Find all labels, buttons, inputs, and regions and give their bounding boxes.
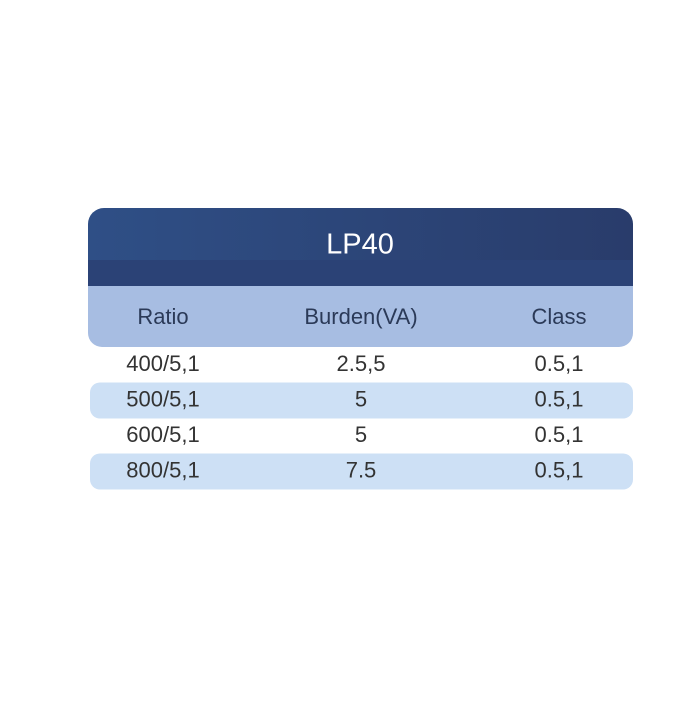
- table-body: Ratio Burden(VA) Class 400/5,1 2.5,5 0.5,1 500…: [90, 304, 633, 490]
- title-bar-bottom: [88, 260, 633, 286]
- column-header: Class: [531, 304, 586, 329]
- table-cell: 400/5,1: [126, 351, 199, 376]
- table-cell: 2.5,5: [337, 351, 386, 376]
- table-cell: 5: [355, 422, 367, 447]
- table-cell: 5: [355, 386, 367, 411]
- column-header: Burden(VA): [304, 304, 417, 329]
- row-stripe: [90, 453, 633, 490]
- column-header: Ratio: [137, 304, 188, 329]
- table-cell: 0.5,1: [535, 422, 584, 447]
- table-title: LP40: [326, 229, 394, 261]
- table-cell: 0.5,1: [535, 351, 584, 376]
- row-stripe: [90, 382, 633, 419]
- table-cell: 800/5,1: [126, 457, 199, 482]
- table-cell: 600/5,1: [126, 422, 199, 447]
- table-cell: 500/5,1: [126, 386, 199, 411]
- table-cell: 7.5: [346, 457, 377, 482]
- table-cell: 0.5,1: [535, 386, 584, 411]
- table-cell: 0.5,1: [535, 457, 584, 482]
